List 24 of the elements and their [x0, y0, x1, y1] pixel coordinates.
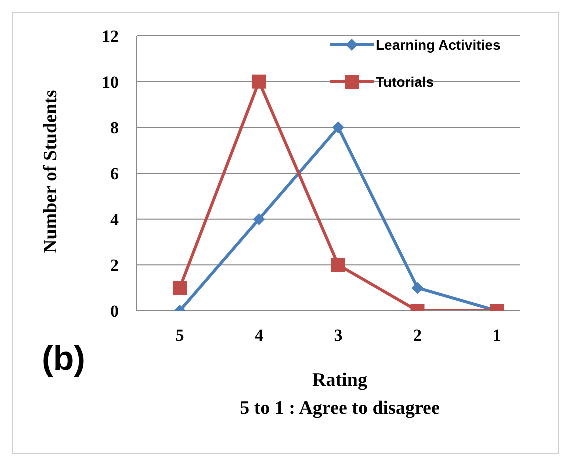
y-tick-label: 4	[110, 210, 120, 230]
point	[252, 74, 266, 89]
point	[332, 122, 344, 134]
y-tick-label: 8	[110, 118, 119, 138]
y-tick-label: 6	[110, 164, 119, 184]
y-tick-label: 2	[110, 256, 119, 276]
y-axis-title: Number of Students	[40, 90, 62, 254]
x-tick-label: 3	[334, 326, 343, 346]
point	[412, 282, 424, 294]
legend-label: Learning Activities	[376, 36, 501, 52]
text: 5 to 1 : Agree to disagree	[239, 398, 441, 420]
x-tick-label: 4	[255, 326, 264, 346]
y-tick-label: 12	[102, 27, 119, 46]
y-tick-label: 0	[110, 302, 119, 322]
x-axis-title: Rating	[312, 370, 368, 392]
x-tick-label: 5	[176, 326, 184, 346]
y-tick-label: 10	[102, 72, 119, 92]
text: (b)	[42, 340, 86, 379]
x-tick-label: 2	[414, 326, 422, 346]
point	[332, 258, 346, 272]
point	[173, 281, 187, 296]
point	[253, 213, 266, 226]
x-tick-label: 1	[492, 326, 502, 346]
legend-label: Tutorials	[376, 74, 434, 90]
